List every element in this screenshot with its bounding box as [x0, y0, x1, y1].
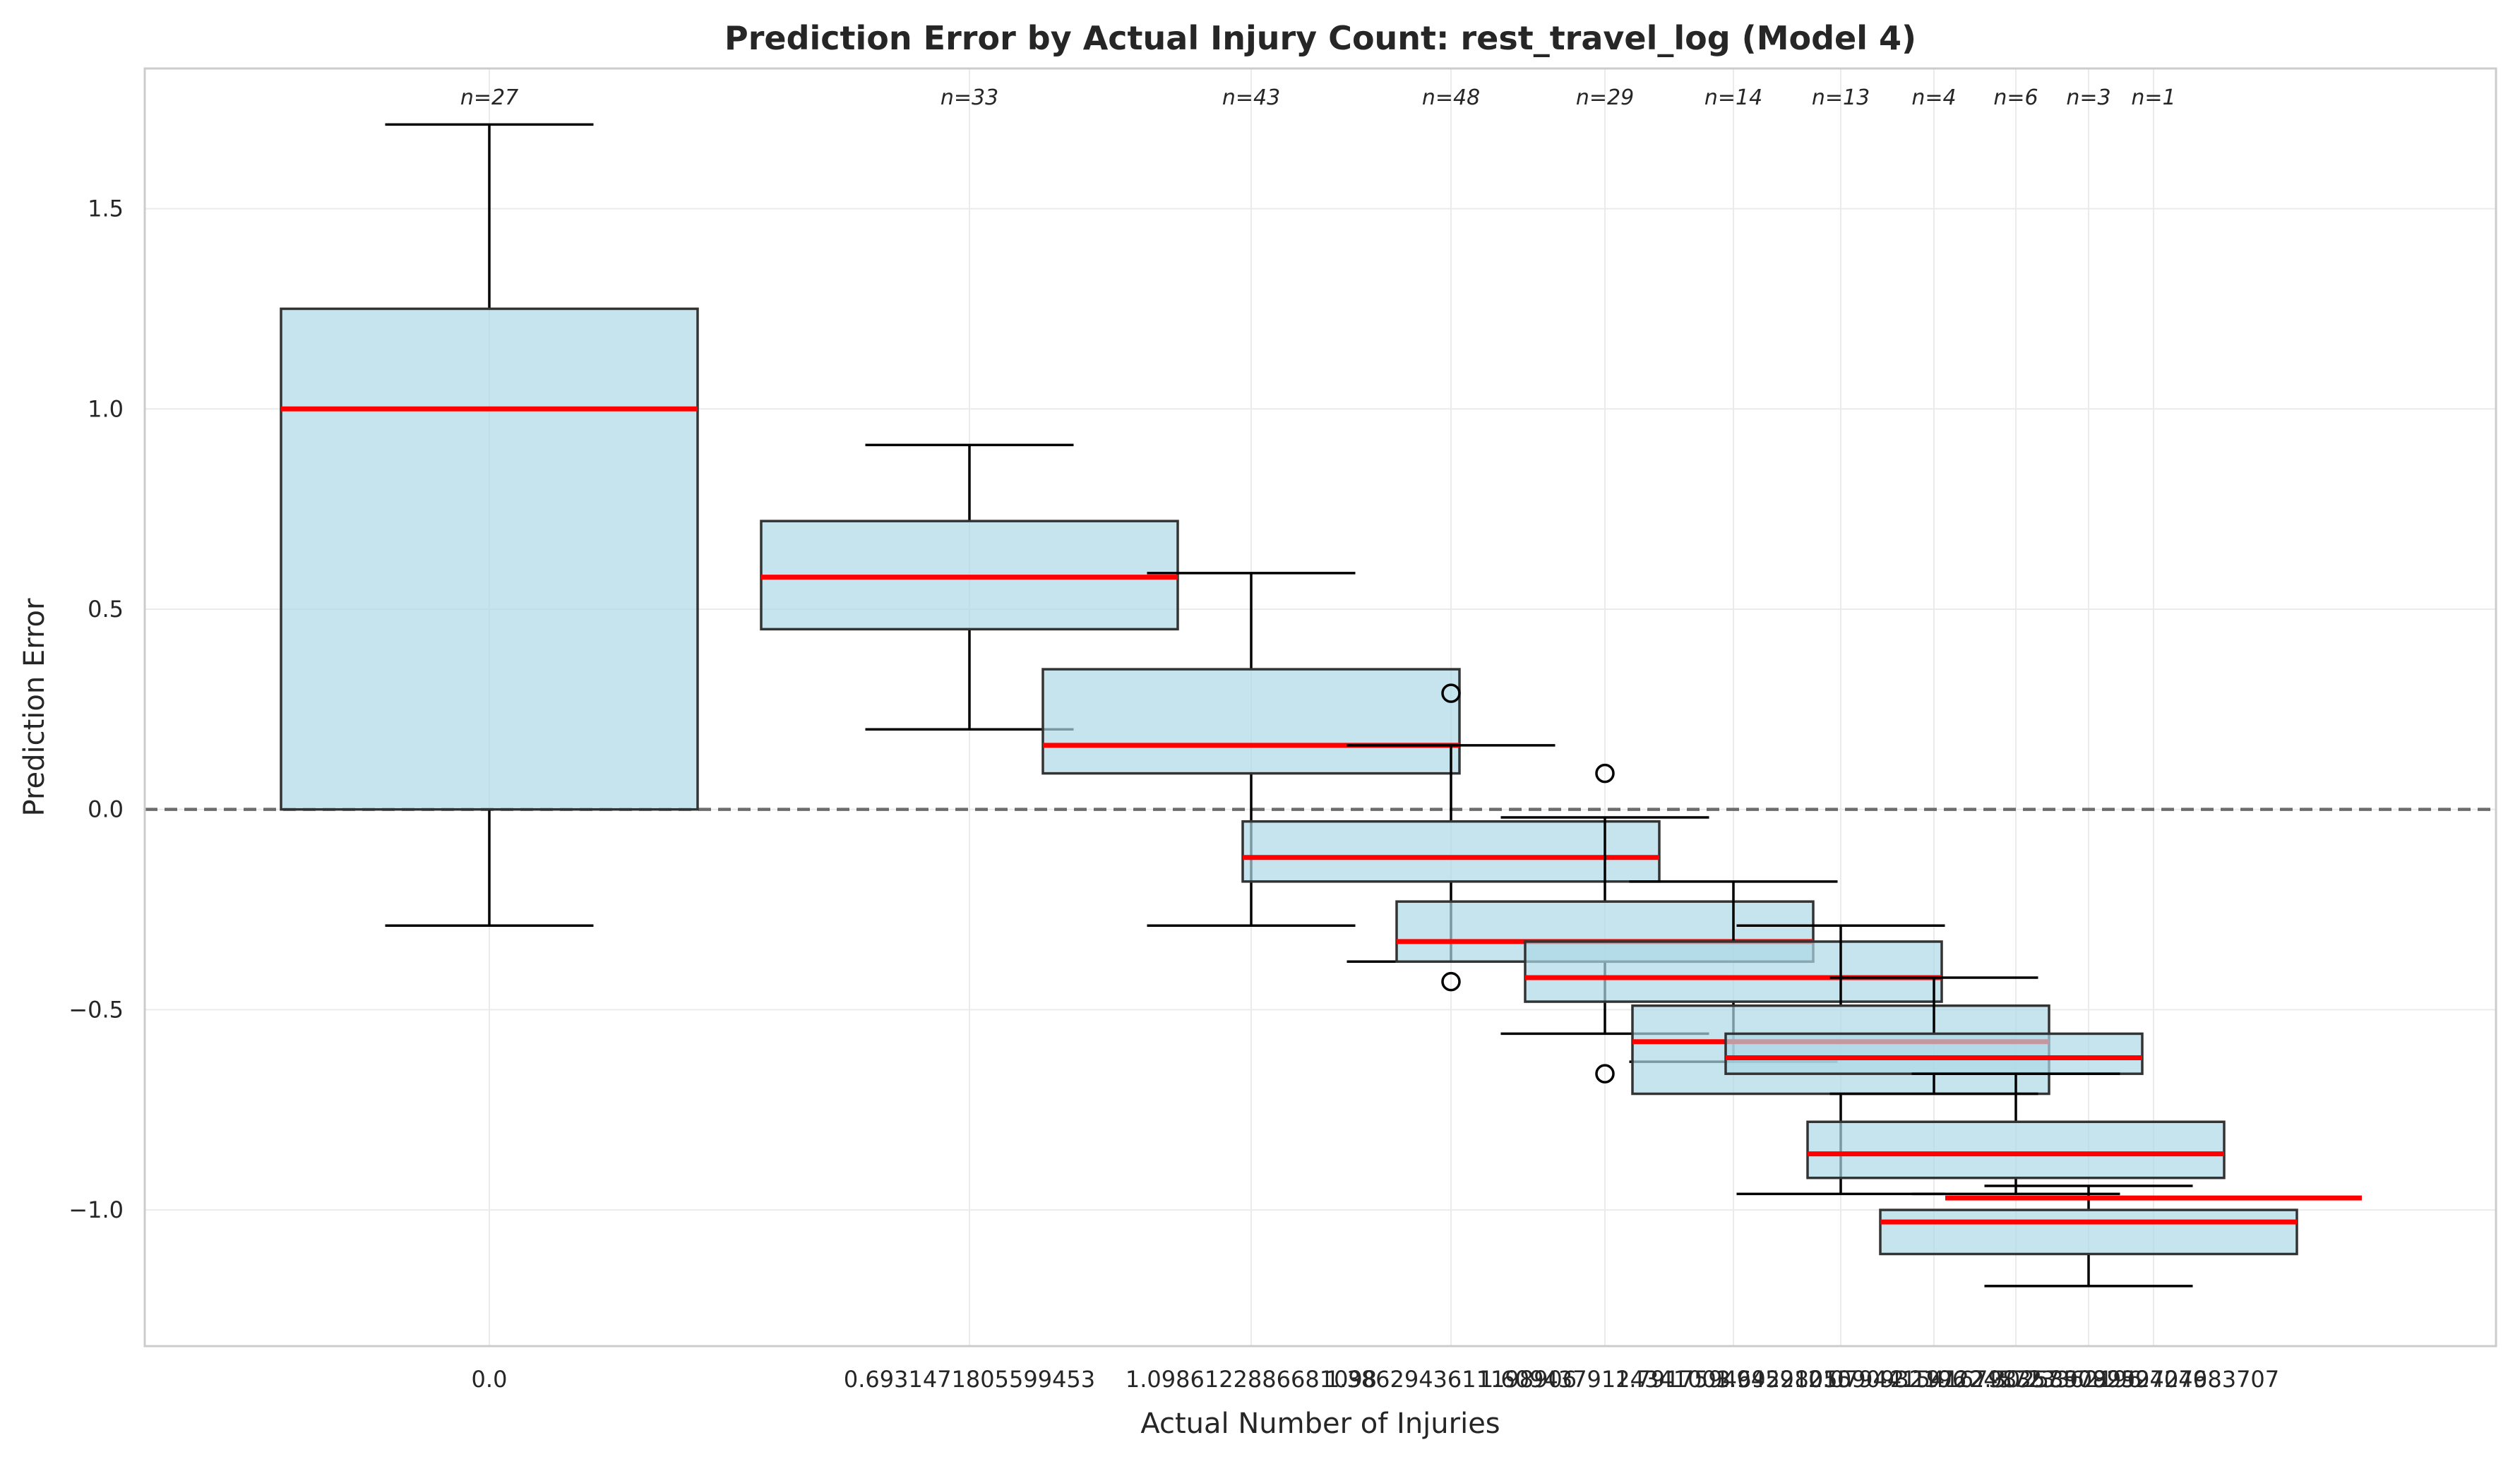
box-group — [1041, 572, 1461, 927]
outlier-point — [1441, 971, 1461, 992]
sample-size-label: n=33 — [940, 85, 998, 110]
outlier-point — [1595, 1064, 1615, 1084]
iqr-box — [1041, 668, 1461, 775]
chart-title: Prediction Error by Actual Injury Count:… — [724, 19, 1916, 57]
sample-size-label: n=3 — [2066, 85, 2110, 110]
sample-size-label: n=27 — [460, 85, 518, 110]
iqr-box — [1806, 1120, 2226, 1180]
x-tick-label: 0.6931471805599453 — [844, 1366, 1095, 1393]
sample-size-label: n=29 — [1576, 85, 1634, 110]
box-group — [1879, 1184, 2298, 1288]
sample-size-label: n=6 — [1993, 85, 2038, 110]
x-tick-label: 1.3862943611198906 — [1325, 1366, 1577, 1393]
y-axis-label: Prediction Error — [18, 598, 51, 816]
sample-size-label: n=48 — [1422, 85, 1480, 110]
y-tick-label: 1.0 — [88, 395, 124, 422]
x-tick-label: 2.302585092994046 — [1970, 1366, 2207, 1393]
x-axis-label: Actual Number of Injuries — [1140, 1408, 1500, 1440]
box-group — [1724, 976, 2144, 1096]
iqr-box — [1724, 1032, 2144, 1075]
box-group — [280, 123, 699, 927]
x-tick-label: 0.0 — [472, 1366, 508, 1393]
x-tick-label: 1.9459101090932196 — [1715, 1366, 1966, 1393]
sample-size-label: n=13 — [1812, 85, 1870, 110]
iqr-box — [1524, 940, 1943, 1003]
outlier-point — [1595, 763, 1615, 784]
outlier-point — [1441, 683, 1461, 703]
x-tick-label: 1.0986122886681098 — [1125, 1366, 1377, 1393]
iqr-box — [280, 307, 699, 811]
x-tick-label: 2.3978952727983707 — [2028, 1366, 2279, 1393]
box-group — [1806, 1072, 2226, 1196]
iqr-box — [1241, 820, 1661, 883]
x-tick-label: 2.1972245773362196 — [1890, 1366, 2142, 1393]
box-layer — [280, 123, 2362, 1288]
sample-size-label: n=14 — [1704, 85, 1762, 110]
sample-size-label: n=4 — [1911, 85, 1956, 110]
sample-size-label: n=1 — [2131, 85, 2175, 110]
plot-frame — [143, 67, 2497, 1348]
y-tick-label: 0.5 — [88, 596, 124, 623]
x-tick-label: 1.6094379124341003 — [1479, 1366, 1731, 1393]
y-tick-label: −0.5 — [68, 996, 124, 1023]
x-tick-label: 1.791759469228055 — [1615, 1366, 1852, 1393]
y-tick-label: 0.0 — [88, 796, 124, 823]
label-layer: −1.0 −0.5 0.0 0.5 1.0 1.5 0.0 0.693147180559945… — [68, 85, 2279, 1393]
box-group — [760, 443, 1179, 731]
x-tick-label: 2.0794415416798357 — [1808, 1366, 2060, 1393]
sample-size-label: n=43 — [1222, 85, 1280, 110]
y-tick-label: −1.0 — [68, 1196, 124, 1223]
iqr-box — [1879, 1208, 2298, 1256]
y-tick-label: 1.5 — [88, 196, 124, 222]
